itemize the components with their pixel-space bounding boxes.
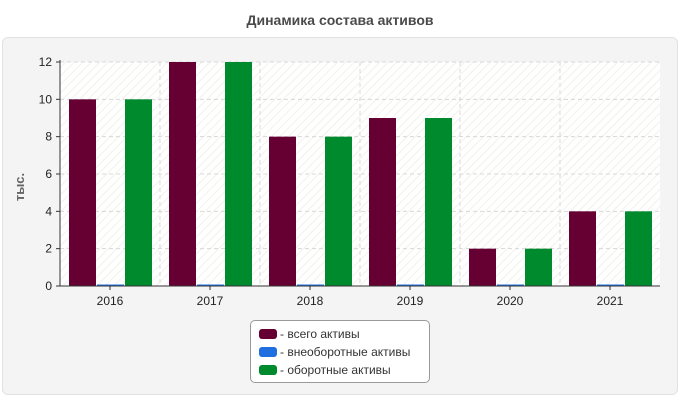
bar-2020-series-2 bbox=[525, 248, 552, 286]
y-tick-label: 0 bbox=[45, 279, 52, 293]
bar-2021-series-0 bbox=[569, 211, 596, 286]
tick-labels: 0 2 4 6 8 10 12 2016 2017 2018 2019 2020 2021 bbox=[39, 55, 624, 308]
bar-2019-series-0 bbox=[369, 118, 396, 286]
y-tick-label: 8 bbox=[45, 130, 52, 144]
bar-2017-series-2 bbox=[225, 62, 252, 286]
legend-label-current: - оборотные активы bbox=[280, 363, 391, 377]
y-tick-label: 4 bbox=[45, 204, 52, 218]
legend: - всего активы - внеоборотные активы - о… bbox=[250, 320, 430, 383]
grid-lines bbox=[60, 61, 660, 286]
x-tick-label: 2020 bbox=[497, 294, 524, 308]
bar-2020-series-0 bbox=[469, 248, 496, 286]
bar-2019-series-2 bbox=[425, 118, 452, 286]
x-tick-label: 2016 bbox=[97, 294, 124, 308]
legend-swatch-current bbox=[259, 365, 277, 375]
legend-label-noncurrent: - внеоборотные активы bbox=[280, 345, 411, 359]
bar-2018-series-1 bbox=[297, 284, 324, 286]
bar-2021-series-2 bbox=[625, 211, 652, 286]
bar-2018-series-0 bbox=[269, 136, 296, 286]
bar-2020-series-1 bbox=[497, 284, 524, 286]
legend-label-total: - всего активы bbox=[280, 327, 360, 341]
x-tick-label: 2021 bbox=[597, 294, 624, 308]
bar-2019-series-1 bbox=[397, 284, 424, 286]
y-tick-label: 6 bbox=[45, 167, 52, 181]
legend-item-current: - оборотные активы bbox=[259, 361, 429, 379]
axes bbox=[56, 60, 660, 290]
y-tick-label: 12 bbox=[39, 55, 53, 69]
bar-2016-series-1 bbox=[97, 284, 124, 286]
bar-2016-series-2 bbox=[125, 99, 152, 286]
legend-item-noncurrent: - внеоборотные активы bbox=[259, 343, 429, 361]
bar-2016-series-0 bbox=[69, 99, 96, 286]
x-tick-label: 2017 bbox=[197, 294, 224, 308]
bar-2018-series-2 bbox=[325, 136, 352, 286]
bar-2017-series-0 bbox=[169, 62, 196, 286]
bars bbox=[69, 62, 652, 286]
bar-2017-series-1 bbox=[197, 284, 224, 286]
legend-swatch-noncurrent bbox=[259, 347, 277, 357]
legend-item-total: - всего активы bbox=[259, 325, 429, 343]
chart-title: Динамика состава активов bbox=[246, 12, 434, 28]
y-tick-label: 2 bbox=[45, 242, 52, 256]
legend-swatch-total bbox=[259, 329, 277, 339]
x-tick-label: 2019 bbox=[397, 294, 424, 308]
y-tick-label: 10 bbox=[39, 92, 53, 106]
x-tick-label: 2018 bbox=[297, 294, 324, 308]
y-axis-title: тыс. bbox=[12, 172, 27, 202]
bar-2021-series-1 bbox=[597, 284, 624, 286]
